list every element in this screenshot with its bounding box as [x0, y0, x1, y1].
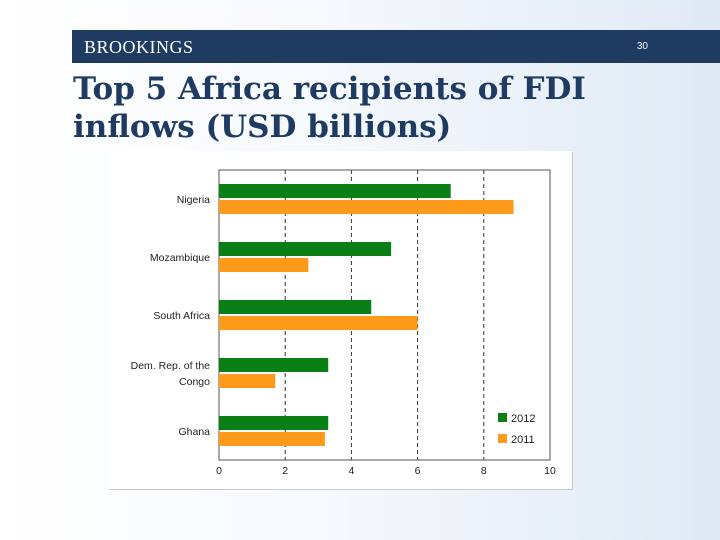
- bar-2011-dem-rep-of-the-congo: [219, 374, 276, 388]
- legend-label-2011: 2011: [511, 434, 535, 446]
- category-label: Mozambique: [150, 252, 210, 264]
- bar-2011-nigeria: [219, 200, 514, 214]
- legend-swatch-2012: [498, 413, 507, 422]
- header-bar: BROOKINGS 30: [72, 30, 720, 63]
- brand-logo: BROOKINGS: [84, 37, 194, 57]
- x-tick-label: 10: [544, 465, 556, 477]
- category-label: Dem. Rep. of the Congo: [131, 360, 211, 388]
- x-tick-label: 4: [348, 465, 354, 477]
- category-label: Ghana: [178, 426, 210, 438]
- page-number: 30: [636, 41, 648, 52]
- category-label: South Africa: [153, 310, 210, 322]
- x-tick-label: 2: [282, 465, 288, 477]
- bar-2012-mozambique: [219, 242, 392, 256]
- bar-2011-ghana: [219, 432, 325, 446]
- legend-swatch-2011: [498, 434, 507, 443]
- bar-2012-dem-rep-of-the-congo: [219, 358, 329, 372]
- x-tick-label: 0: [216, 465, 222, 477]
- x-tick-label: 8: [481, 465, 487, 477]
- bar-2012-nigeria: [219, 184, 451, 198]
- bar-2012-south-africa: [219, 300, 372, 314]
- bar-chart: Nigeria Mozambique South Africa Dem. Rep. o…: [131, 169, 556, 477]
- bar-2011-mozambique: [219, 258, 309, 272]
- bar-2011-south-africa: [219, 316, 418, 330]
- x-tick-label: 6: [415, 465, 421, 477]
- category-label: Nigeria: [177, 194, 210, 206]
- plot-frame: [218, 169, 551, 461]
- slide-title: Top 5 Africa recipients of FDI inflows (…: [73, 71, 586, 145]
- legend-label-2012: 2012: [511, 413, 535, 425]
- bar-2012-ghana: [219, 416, 329, 430]
- chart-container: Nigeria Mozambique South Africa Dem. Rep. o…: [108, 151, 572, 489]
